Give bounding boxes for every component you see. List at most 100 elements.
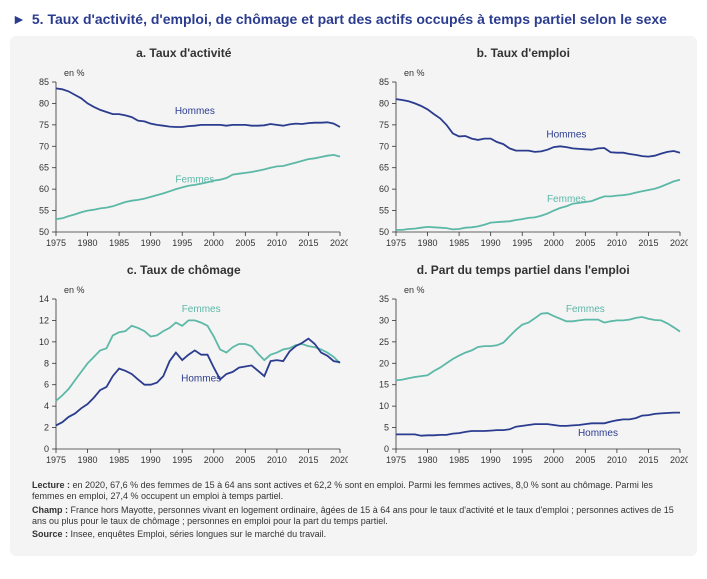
footnote-source: Source : Insee, enquêtes Emploi, séries …: [32, 529, 675, 540]
chart-d: d. Part du temps partiel dans l'emploi 0 5…: [358, 259, 690, 472]
svg-text:1975: 1975: [46, 238, 66, 248]
footnote-source-text: Insee, enquêtes Emploi, séries longues s…: [71, 529, 327, 539]
svg-text:50: 50: [39, 227, 49, 237]
svg-text:1975: 1975: [385, 455, 405, 465]
svg-text:1990: 1990: [141, 455, 161, 465]
svg-text:2015: 2015: [298, 238, 318, 248]
svg-text:2: 2: [44, 423, 49, 433]
svg-text:70: 70: [39, 141, 49, 151]
unit-label-b: en %: [404, 68, 425, 78]
unit-label-d: en %: [404, 285, 425, 295]
svg-text:85: 85: [378, 77, 388, 87]
series-hommes-d: [396, 413, 680, 436]
svg-text:25: 25: [378, 337, 388, 347]
svg-text:80: 80: [378, 99, 388, 109]
svg-text:85: 85: [39, 77, 49, 87]
label-femmes-d: Femmes: [565, 304, 604, 315]
footnote-champ-text: France hors Mayotte, personnes vivant en…: [32, 505, 674, 526]
svg-text:1975: 1975: [46, 455, 66, 465]
svg-text:55: 55: [378, 206, 388, 216]
unit-label-a: en %: [64, 68, 85, 78]
charts-grid: a. Taux d'activité5055606570758085197519…: [18, 42, 689, 472]
series-hommes-b: [396, 99, 680, 157]
charts-panel: a. Taux d'activité5055606570758085197519…: [10, 36, 697, 556]
chart-svg-c: 0246810121419751980198519901995200020052…: [18, 277, 348, 472]
series-femmes-d: [396, 313, 680, 380]
svg-text:1995: 1995: [512, 455, 532, 465]
chart-svg-d: 0510152025303519751980198519901995200020…: [358, 277, 688, 472]
label-hommes-d: Hommes: [577, 428, 617, 439]
svg-text:75: 75: [39, 120, 49, 130]
svg-text:70: 70: [378, 141, 388, 151]
svg-text:0: 0: [383, 444, 388, 454]
svg-text:1980: 1980: [417, 455, 437, 465]
svg-text:55: 55: [39, 206, 49, 216]
chart-a: a. Taux d'activité 50 55 60 65 70 75 80 85 1975 19…: [18, 42, 350, 255]
svg-text:2015: 2015: [638, 455, 658, 465]
svg-text:2005: 2005: [575, 455, 595, 465]
series-femmes-a: [56, 155, 340, 219]
svg-text:1980: 1980: [78, 455, 98, 465]
svg-text:30: 30: [378, 316, 388, 326]
svg-text:2015: 2015: [638, 238, 658, 248]
svg-text:10: 10: [378, 401, 388, 411]
header-arrow-icon: ►: [12, 10, 26, 28]
svg-text:1990: 1990: [480, 238, 500, 248]
svg-text:1985: 1985: [109, 238, 129, 248]
svg-text:65: 65: [39, 163, 49, 173]
svg-text:2000: 2000: [543, 238, 563, 248]
svg-text:75: 75: [378, 120, 388, 130]
svg-text:2020: 2020: [330, 455, 348, 465]
svg-text:2010: 2010: [606, 455, 626, 465]
svg-text:5: 5: [383, 423, 388, 433]
svg-text:1995: 1995: [172, 455, 192, 465]
footnote-champ: Champ : France hors Mayotte, personnes v…: [32, 505, 675, 528]
chart-title-b: b. Taux d'emploi: [358, 42, 690, 60]
svg-text:1995: 1995: [512, 238, 532, 248]
svg-text:1985: 1985: [109, 455, 129, 465]
figure-title: 5. Taux d'activité, d'emploi, de chômage…: [32, 10, 667, 28]
chart-c: c. Taux de chômage0246810121419751980198…: [18, 259, 350, 472]
svg-text:2020: 2020: [669, 455, 687, 465]
label-femmes-b: Femmes: [546, 194, 585, 205]
svg-text:50: 50: [378, 227, 388, 237]
chart-title-d: d. Part du temps partiel dans l'emploi: [358, 259, 690, 277]
svg-text:60: 60: [378, 184, 388, 194]
svg-text:1985: 1985: [449, 455, 469, 465]
footnote-lecture: Lecture : en 2020, 67,6 % des femmes de …: [32, 480, 675, 503]
svg-text:2010: 2010: [606, 238, 626, 248]
svg-text:2015: 2015: [298, 455, 318, 465]
svg-text:2000: 2000: [204, 455, 224, 465]
svg-text:1975: 1975: [385, 238, 405, 248]
svg-text:1985: 1985: [449, 238, 469, 248]
svg-text:2020: 2020: [330, 238, 348, 248]
label-femmes-c: Femmes: [182, 304, 221, 315]
svg-text:1980: 1980: [78, 238, 98, 248]
figure-title-text: Taux d'activité, d'emploi, de chômage et…: [47, 11, 667, 27]
label-hommes-a: Hommes: [175, 106, 215, 117]
chart-title-c: c. Taux de chômage: [18, 259, 350, 277]
unit-label-c: en %: [64, 285, 85, 295]
footnote-lecture-label: Lecture :: [32, 480, 70, 490]
svg-text:8: 8: [44, 358, 49, 368]
svg-text:10: 10: [39, 337, 49, 347]
series-femmes-b: [396, 180, 680, 230]
svg-text:35: 35: [378, 294, 388, 304]
svg-text:6: 6: [44, 380, 49, 390]
svg-text:1990: 1990: [141, 238, 161, 248]
svg-text:1995: 1995: [172, 238, 192, 248]
chart-title-a: a. Taux d'activité: [18, 42, 350, 60]
chart-b: b. Taux d'emploi505560657075808519751980…: [358, 42, 690, 255]
svg-text:60: 60: [39, 184, 49, 194]
footnotes: Lecture : en 2020, 67,6 % des femmes de …: [18, 472, 689, 546]
svg-text:15: 15: [378, 380, 388, 390]
svg-text:2005: 2005: [575, 238, 595, 248]
svg-text:80: 80: [39, 99, 49, 109]
svg-text:2005: 2005: [235, 455, 255, 465]
svg-text:65: 65: [378, 163, 388, 173]
figure-number: 5.: [32, 11, 44, 27]
label-femmes-a: Femmes: [175, 175, 214, 186]
svg-text:2000: 2000: [543, 455, 563, 465]
svg-text:1990: 1990: [480, 455, 500, 465]
figure-header: ► 5. Taux d'activité, d'emploi, de chôma…: [0, 0, 707, 36]
